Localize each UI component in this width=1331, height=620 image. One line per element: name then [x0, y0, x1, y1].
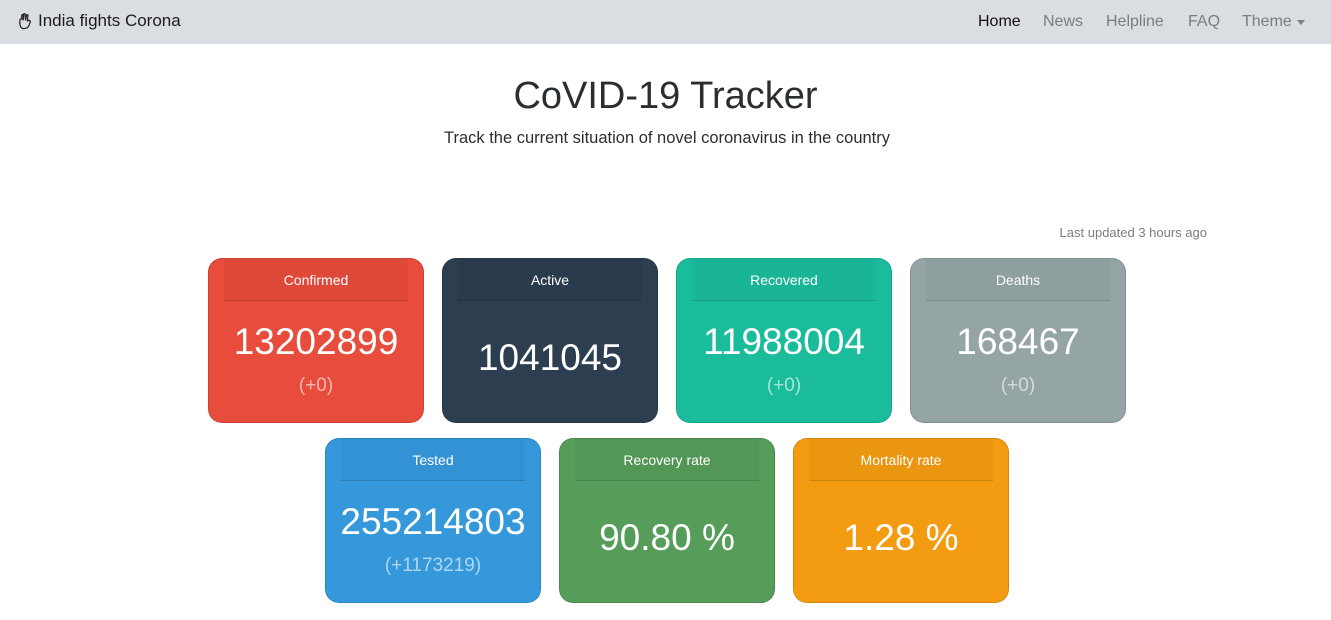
card-tested: Tested 255214803 (+1173219): [325, 438, 541, 603]
nav-news[interactable]: News: [1043, 13, 1084, 30]
chevron-down-icon: [1296, 20, 1305, 25]
card-deaths-label: Deaths: [926, 259, 1110, 301]
card-recovered-value: 11988004: [703, 321, 865, 362]
card-confirmed: Confirmed 13202899 (+0): [208, 258, 424, 423]
card-recovered-label: Recovered: [692, 259, 876, 301]
card-active-value: 1041045: [477, 337, 623, 378]
card-mortality-rate: Mortality rate 1.28 %: [793, 438, 1009, 603]
hand-icon: [19, 13, 31, 30]
card-active-label: Active: [458, 259, 642, 301]
card-mortality-rate-label: Mortality rate: [809, 439, 993, 481]
card-confirmed-label: Confirmed: [224, 259, 408, 301]
nav-home[interactable]: Home: [978, 13, 1021, 30]
brand-label: India fights Corona: [38, 11, 181, 30]
nav-faq[interactable]: FAQ: [1188, 13, 1221, 30]
nav-helpline[interactable]: Helpline: [1106, 13, 1164, 30]
card-tested-value: 255214803: [340, 501, 526, 542]
card-tested-delta: (+1173219): [384, 555, 482, 576]
card-recovery-rate-value: 90.80 %: [599, 517, 735, 558]
card-confirmed-delta: (+0): [298, 375, 334, 396]
card-recovery-rate-label: Recovery rate: [575, 439, 759, 481]
card-mortality-rate-value: 1.28 %: [843, 517, 959, 558]
nav-theme-label: Theme: [1242, 13, 1292, 30]
card-tested-label: Tested: [341, 439, 525, 481]
card-deaths: Deaths 168467 (+0): [910, 258, 1126, 423]
last-updated-text: Last updated 3 hours ago: [1059, 225, 1207, 240]
card-recovered: Recovered 11988004 (+0): [676, 258, 892, 423]
page-subtitle: Track the current situation of novel cor…: [443, 129, 891, 147]
card-deaths-value: 168467: [956, 321, 1080, 362]
card-recovery-rate: Recovery rate 90.80 %: [559, 438, 775, 603]
brand-link[interactable]: India fights Corona: [17, 11, 181, 31]
page-title: CoVID-19 Tracker: [513, 75, 818, 117]
card-recovered-delta: (+0): [766, 375, 802, 396]
card-confirmed-value: 13202899: [233, 321, 399, 362]
card-deaths-delta: (+0): [1000, 375, 1036, 396]
nav-theme-dropdown[interactable]: Theme: [1242, 13, 1305, 31]
navbar: India fights Corona Home News Helpline F…: [0, 0, 1331, 44]
card-active: Active 1041045: [442, 258, 658, 423]
